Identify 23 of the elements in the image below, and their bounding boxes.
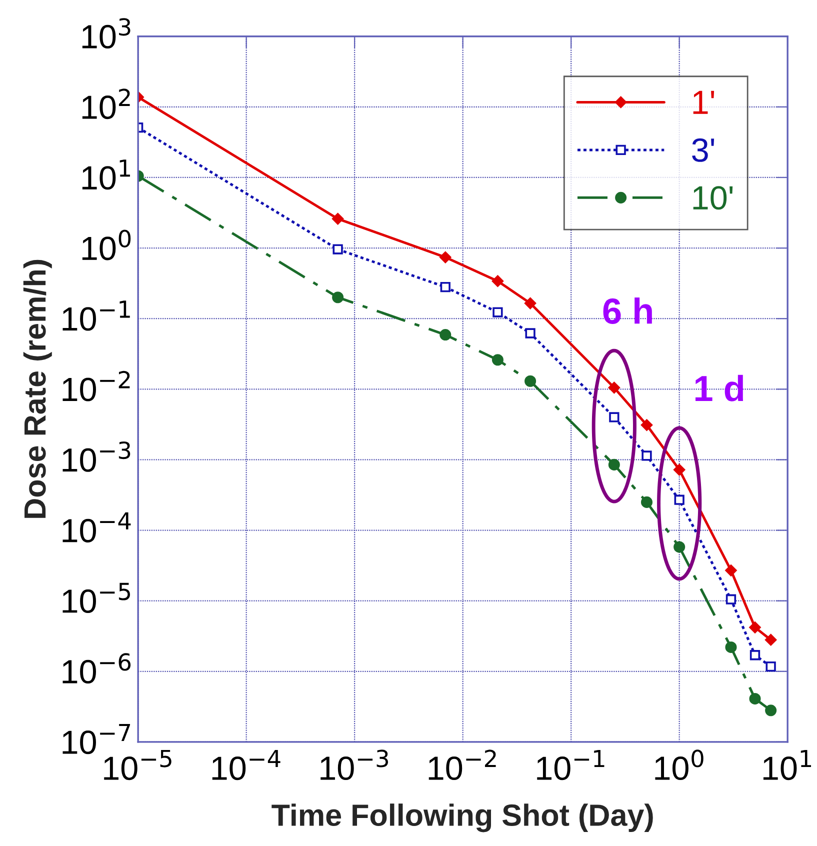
legend-label: 10' (693, 186, 733, 210)
y-tick-label: 10$^{1}$ (82, 160, 130, 190)
x-tick-label: 10$^{−2}$ (428, 750, 496, 780)
x-tick-label: 10$^{1}$ (763, 750, 812, 780)
y-tick-label: 10$^{3}$ (82, 18, 130, 49)
x-tick-label: 10$^{−1}$ (537, 750, 604, 780)
x-tick-label: 10$^{−4}$ (212, 750, 280, 780)
legend-label: 3' (692, 138, 714, 162)
y-tick-label: 10$^{−2}$ (62, 370, 130, 402)
y-tick-label: 10$^{−4}$ (62, 512, 131, 542)
y-tick-label: 10$^{−3}$ (62, 441, 130, 472)
legend-label: 1' (693, 90, 714, 114)
y-tick-label: 10$^{−5}$ (62, 582, 130, 614)
annotation: 6 h (603, 297, 652, 324)
x-tick-label: 10$^{0}$ (655, 750, 704, 780)
y-tick-label: 10$^{2}$ (82, 88, 130, 120)
x-axis-title: Time Following Shot (Day) (272, 804, 653, 832)
y-tick-label: 10$^{0}$ (82, 230, 131, 260)
y-tick-label: 10$^{−1}$ (62, 300, 130, 331)
annotation: 1 d (696, 374, 744, 402)
y-axis-title: Dose Rate (rem/h) (23, 260, 52, 518)
y-tick-label: 10$^{−6}$ (62, 653, 131, 684)
x-tick-label: 10$^{−3}$ (320, 750, 388, 780)
